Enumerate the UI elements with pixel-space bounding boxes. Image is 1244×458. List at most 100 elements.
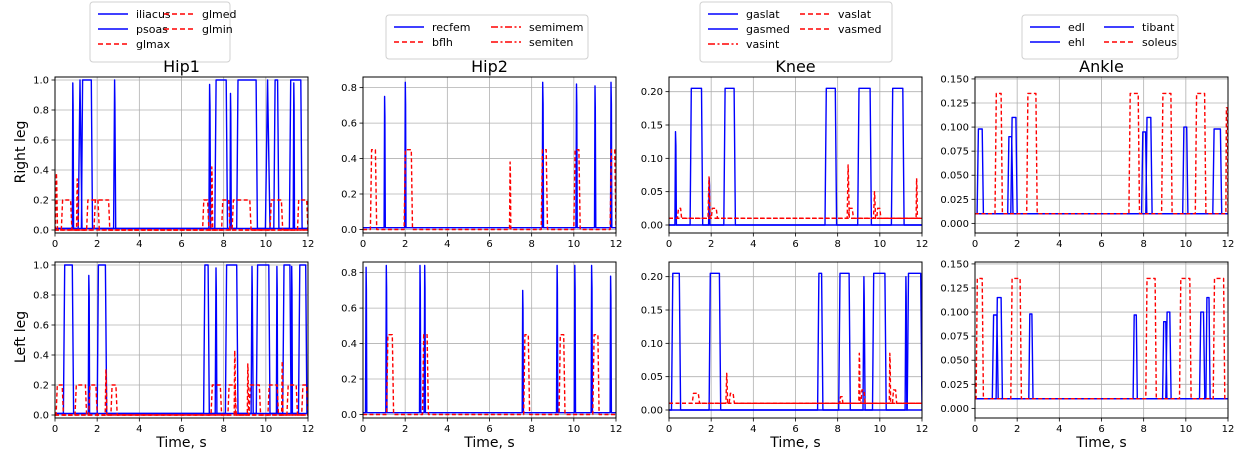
series-group: [55, 264, 308, 416]
tick-label-x: 2: [1014, 424, 1020, 435]
tick-label-y: 0.000: [940, 219, 969, 230]
legend-label-glmed: glmed: [202, 8, 237, 21]
tick-label-y: 0.4: [341, 154, 357, 165]
tick-label-x: 12: [1222, 239, 1235, 250]
legend-label-tibant: tibant: [1142, 21, 1175, 34]
tick-label-x: 4: [1056, 239, 1062, 250]
tick-label-y: 0.0: [341, 225, 357, 236]
series-line-soleus: [975, 92, 1228, 215]
legend-label-semiten: semiten: [529, 36, 573, 49]
tick-label-x: 6: [1098, 239, 1104, 250]
panel-knee-left: 0 2 4 6 8 10 12 0.00 0.05 0.10 0.15 0.20 Time, s: [641, 261, 928, 451]
axes-frame: [54, 76, 309, 234]
series-line-soleus: [975, 277, 1228, 400]
x-axis-label: Time, s: [463, 435, 514, 451]
tick-label-y: 0.6: [341, 304, 357, 315]
legend-frame: [1021, 14, 1179, 60]
tick-label-y: 0.000: [940, 404, 969, 415]
tick-label-y: 0.05: [641, 372, 663, 383]
axes-frame: [668, 76, 923, 234]
legend-label-vasmed: vasmed: [838, 23, 881, 36]
chart-title-hip2: Hip2: [471, 57, 508, 76]
series-line-vasmed: [669, 389, 922, 404]
tick-label-x: 8: [528, 239, 534, 250]
tick-label-y: 0.8: [33, 291, 49, 302]
legend-label-vaslat: vaslat: [838, 8, 872, 21]
tick-label-x: 10: [873, 239, 886, 250]
tick-label-x: 6: [178, 239, 184, 250]
tick-label-y: 0.025: [940, 195, 969, 206]
series-line-gaslat: [669, 272, 922, 411]
series-group: [669, 272, 922, 411]
tick-label-x: 0: [52, 424, 58, 435]
legend-label-gasmed: gasmed: [746, 23, 790, 36]
legend-hip2: recfem semimem bflh semiten: [385, 14, 589, 60]
legend-label-psoas: psoas: [136, 23, 168, 36]
tick-label-y: 0.8: [341, 83, 357, 94]
legend-knee: gaslat vaslat gasmed vasmed vasint: [699, 1, 893, 63]
tick-label-y: 0.2: [341, 375, 357, 386]
tick-label-y: 1.0: [33, 261, 49, 272]
series-line-psoas: [55, 264, 308, 415]
tick-label-y: 0.05: [641, 187, 663, 198]
series-group: [669, 87, 922, 226]
series-line-vaslat: [669, 352, 922, 404]
series-line-gasmed: [669, 87, 922, 226]
legend-label-bflh: bflh: [432, 36, 453, 49]
tick-label-x: 8: [528, 424, 534, 435]
row-label-right: Right leg: [13, 121, 29, 184]
tick-label-y: 0.15: [641, 306, 663, 317]
tick-label-y: 0.2: [341, 190, 357, 201]
tick-label-x: 6: [792, 239, 798, 250]
tick-label-x: 0: [666, 239, 672, 250]
tick-label-y: 0.0: [341, 410, 357, 421]
series-line-glmin: [55, 384, 308, 416]
panel-hip1-left: 0 2 4 6 8 10 12 0.0 0.2 0.4 0.6 0.8 1.0 Time, s: [33, 261, 314, 452]
tick-label-x: 0: [360, 424, 366, 435]
tick-label-y: 0.025: [940, 380, 969, 391]
axes-frame: [668, 261, 923, 419]
tick-label-x: 8: [834, 239, 840, 250]
tick-label-x: 6: [1098, 424, 1104, 435]
legend-label-edl: edl: [1068, 21, 1085, 34]
chart-title-knee: Knee: [775, 57, 815, 76]
tick-label-y: 0.4: [33, 351, 49, 362]
legend-label-ehl: ehl: [1068, 36, 1085, 49]
tick-label-y: 0.100: [940, 123, 969, 134]
legend-hip1: iliacus glmed psoas glmin glmax: [89, 1, 237, 63]
tick-label-y: 0.10: [641, 154, 663, 165]
tick-label-x: 4: [750, 239, 756, 250]
axes-frame: [974, 261, 1229, 419]
series-line-bflh: [363, 149, 616, 231]
series-line-bflh: [363, 334, 616, 416]
tick-label-x: 12: [302, 239, 315, 250]
axes-frame: [362, 76, 617, 234]
series-group: [975, 92, 1228, 215]
tick-label-x: 8: [220, 239, 226, 250]
tick-label-x: 10: [567, 239, 580, 250]
legend-ankle: edl tibant ehl soleus: [1021, 14, 1179, 60]
tick-label-x: 8: [220, 424, 226, 435]
series-line-gasmed: [669, 272, 922, 411]
series-line-glmax: [55, 166, 308, 231]
panel-knee-right: 0 2 4 6 8 10 12 0.00 0.05 0.10 0.15 0.20: [641, 76, 928, 250]
chart-title-ankle: Ankle: [1079, 57, 1124, 76]
legend-frame: [89, 1, 231, 63]
tick-label-y: 0.050: [940, 356, 969, 367]
legend-label-recfem: recfem: [432, 21, 470, 34]
series-line-vasmed: [669, 207, 922, 219]
chart-hip1: iliacus glmed psoas glmin glmax Hip1 0 2 4 6 8 10 12…: [33, 1, 315, 452]
tick-label-x: 8: [1140, 239, 1146, 250]
tick-label-y: 0.6: [33, 321, 49, 332]
tick-label-y: 0.6: [33, 136, 49, 147]
row-label-left: Left leg: [13, 311, 29, 363]
tick-label-x: 4: [136, 239, 142, 250]
panel-ankle-left: 0 2 4 6 8 10 12 0.000 0.025 0.050 0.075 0.100 0.125 0…: [940, 259, 1234, 451]
tick-label-y: 0.8: [33, 106, 49, 117]
axes-frame: [974, 76, 1229, 234]
tick-label-x: 2: [94, 239, 100, 250]
panel-hip2-right: 0 2 4 6 8 10 12 0.0 0.2 0.4 0.6 0.8: [341, 76, 622, 250]
tick-label-x: 10: [873, 424, 886, 435]
tick-label-y: 0.8: [341, 268, 357, 279]
